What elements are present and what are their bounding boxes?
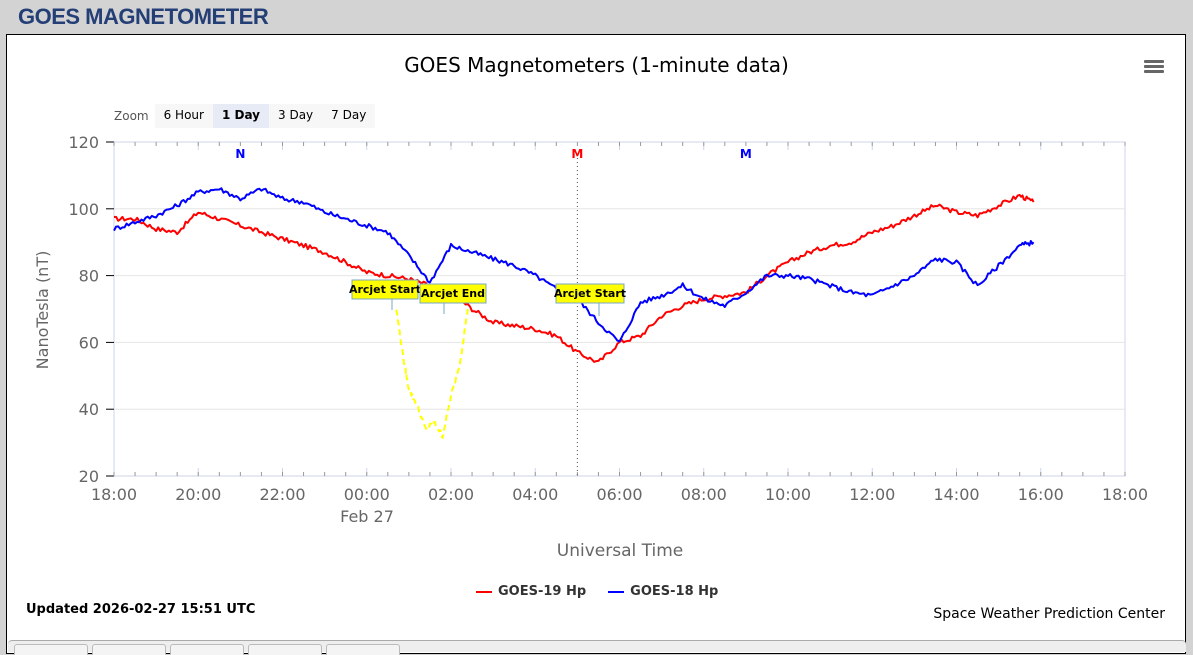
bottom-tab-strip xyxy=(8,640,1186,655)
zoom-1-day-button[interactable]: 1 Day xyxy=(212,104,269,128)
zoom-6-hour-button[interactable]: 6 Hour xyxy=(154,104,213,128)
callout-label: Arcjet End xyxy=(421,287,485,300)
legend-swatch-blue xyxy=(608,590,625,593)
x-tick-label: 02:00 xyxy=(428,485,474,504)
chart-menu-button[interactable] xyxy=(1144,60,1164,76)
hamburger-icon-bar xyxy=(1144,70,1164,73)
series-line-goes-19-hp xyxy=(113,194,1035,363)
y-tick-label: 80 xyxy=(79,267,99,286)
x-date-label: Feb 27 xyxy=(340,507,394,526)
series-line-goes-18-hp xyxy=(113,187,1035,343)
flag-marker: M xyxy=(571,147,583,161)
x-tick-label: 20:00 xyxy=(175,485,221,504)
series-line-arcjet-goes-18- xyxy=(395,308,469,439)
legend-item-goes18[interactable]: GOES-18 Hp xyxy=(608,584,718,599)
legend-swatch-red xyxy=(476,590,492,593)
x-tick-label: 18:00 xyxy=(1102,485,1148,504)
callout-box xyxy=(555,283,625,304)
y-tick-label: 20 xyxy=(79,467,99,486)
x-tick-label: 00:00 xyxy=(344,485,390,504)
legend-label: GOES-18 Hp xyxy=(630,584,719,599)
annotation-callout: Arcjet Start xyxy=(349,279,421,310)
x-tick-label: 06:00 xyxy=(596,485,642,504)
y-tick-label: 100 xyxy=(68,200,99,219)
page-title: GOES MAGNETOMETER xyxy=(18,4,269,29)
x-tick-label: 10:00 xyxy=(765,485,811,504)
x-tick-label: 14:00 xyxy=(933,485,979,504)
flag-marker: M xyxy=(740,147,752,161)
legend: GOES-19 Hp GOES-18 Hp xyxy=(476,584,718,599)
callout-label: Arcjet Start xyxy=(349,283,421,296)
arcjet-annotations: Arcjet Start Arcjet End Arcjet Start xyxy=(349,279,626,316)
chart-title: GOES Magnetometers (1-minute data) xyxy=(404,53,789,77)
zoom-7-day-button[interactable]: 7 Day xyxy=(322,104,376,128)
callout-box xyxy=(419,283,487,304)
y-tick-label: 120 xyxy=(68,133,99,152)
x-axis-label: Universal Time xyxy=(557,541,683,561)
x-tick-label: 04:00 xyxy=(512,485,558,504)
x-tick-label: 16:00 xyxy=(1018,485,1064,504)
y-tick-label: 60 xyxy=(79,333,99,352)
credit-text: Space Weather Prediction Center xyxy=(933,606,1165,622)
hamburger-icon xyxy=(1144,60,1164,63)
chart-panel xyxy=(6,34,1186,654)
y-axis-label: NanoTesla (nT) xyxy=(33,251,52,370)
legend-item-goes19[interactable]: GOES-19 Hp xyxy=(476,584,586,599)
callout-label: Arcjet Start xyxy=(554,287,626,300)
annotation-callout: Arcjet Start xyxy=(554,283,626,316)
x-tick-label: 12:00 xyxy=(849,485,895,504)
zoom-label: Zoom xyxy=(114,109,149,123)
grid-lines xyxy=(113,141,1126,477)
callout-box xyxy=(351,279,419,300)
data-series xyxy=(113,187,1035,439)
axes: 20 40 60 80 100 120 18:00 20:00 22:00 00:00 02:00 0… xyxy=(68,133,1148,504)
updated-timestamp: Updated 2026-02-27 15:51 UTC xyxy=(26,602,256,617)
x-tick-label: 22:00 xyxy=(259,485,305,504)
y-tick-label: 40 xyxy=(79,400,99,419)
hamburger-icon-bar xyxy=(1144,65,1164,68)
zoom-range-selector: Zoom 6 Hour 1 Day 3 Day 7 Day xyxy=(114,104,376,128)
plot-border xyxy=(113,141,1126,477)
legend-label: GOES-19 Hp xyxy=(498,584,587,599)
x-tick-label: 18:00 xyxy=(91,485,137,504)
x-tick-label: 08:00 xyxy=(681,485,727,504)
annotation-callout: Arcjet End xyxy=(419,283,487,314)
zoom-3-day-button[interactable]: 3 Day xyxy=(269,104,323,128)
flag-marker: N xyxy=(235,147,245,161)
